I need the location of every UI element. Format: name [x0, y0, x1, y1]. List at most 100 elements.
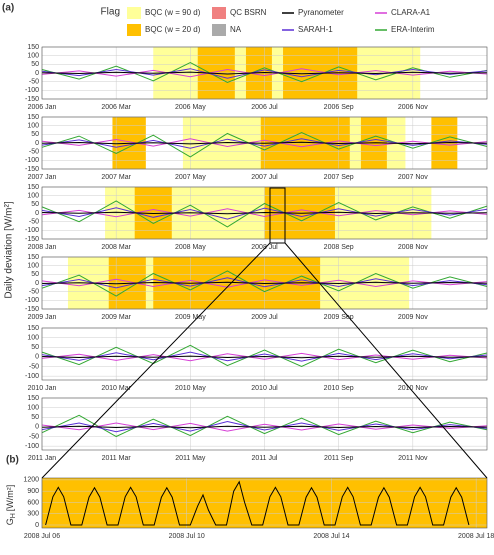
series-line: [41, 207, 488, 220]
x-tick-label: 2010 Nov: [398, 385, 428, 392]
y-tick-label: -50: [29, 219, 39, 226]
zoom-line: [41, 242, 271, 479]
y-tick-label: 50: [31, 131, 39, 138]
y-tick-label: 1200: [23, 477, 39, 484]
y-tick-label: -100: [25, 373, 39, 380]
y-tick-label: 150: [27, 184, 39, 191]
y-tick-label: -150: [25, 236, 39, 243]
x-tick-label: 2008 Jul: [251, 244, 278, 251]
x-tick-label: 2011 May: [175, 455, 206, 462]
legend-label: ERA-Interim: [391, 25, 435, 34]
legend-label: CLARA-A1: [391, 8, 431, 17]
series-line: [45, 480, 470, 526]
panel-frame: [41, 327, 488, 381]
y-tick-label: 0: [35, 140, 39, 147]
x-tick-label: 2008 Sep: [324, 244, 354, 251]
series-line: [41, 68, 488, 78]
x-tick-label: 2011 Jan: [28, 455, 56, 462]
series-line: [41, 422, 488, 432]
panel-frame: [41, 477, 488, 529]
y-tick-label: 600: [27, 499, 39, 506]
series-line: [41, 71, 488, 75]
x-tick-label: 2008 Jul 06: [24, 533, 60, 540]
series-line: [41, 141, 488, 145]
y-tick-label: 150: [27, 325, 39, 332]
y-tick-label: -50: [29, 149, 39, 156]
series-line: [41, 138, 488, 148]
y-tick-label: 100: [27, 123, 39, 130]
y-tick-label: 150: [27, 254, 39, 261]
zoom-box: [269, 187, 286, 244]
x-tick-label: 2008 Nov: [398, 244, 428, 251]
x-tick-label: 2010 Jan: [28, 385, 57, 392]
series-line: [41, 211, 488, 215]
y-tick-label: 0: [35, 280, 39, 287]
series-line: [41, 344, 488, 368]
x-tick-label: 2007 Mar: [101, 174, 131, 181]
x-tick-label: 2011 Jul: [252, 455, 278, 462]
x-tick-label: 2009 Sep: [324, 314, 354, 321]
x-tick-label: 2010 Sep: [324, 385, 354, 392]
x-tick-label: 2008 May: [175, 244, 206, 251]
y-tick-label: 100: [27, 53, 39, 60]
series-line: [41, 414, 488, 438]
legend-swatch: [127, 24, 141, 36]
series-line: [41, 270, 488, 297]
y-tick-label: -150: [25, 166, 39, 173]
legend-label: BQC (w = 20 d): [145, 25, 201, 34]
panel-frame: [41, 46, 488, 100]
x-tick-label: 2011 Mar: [102, 455, 132, 462]
y-tick-label: -150: [25, 96, 39, 103]
series-line: [41, 351, 488, 362]
legend-label: SARAH-1: [298, 25, 333, 34]
x-tick-label: 2011 Sep: [324, 455, 354, 462]
series-line: [41, 138, 488, 149]
y-tick-label: 50: [31, 201, 39, 208]
legend-swatch: [212, 7, 226, 19]
legend-swatch: [212, 24, 226, 36]
y-tick-label: 0: [35, 210, 39, 217]
y-tick-label: -100: [25, 443, 39, 450]
y-tick-label: -50: [29, 363, 39, 370]
y-tick-label: -150: [25, 306, 39, 313]
panel-label: (b): [6, 455, 19, 466]
x-tick-label: 2006 Mar: [101, 104, 131, 111]
x-tick-label: 2010 May: [175, 385, 206, 392]
y-tick-label: -100: [25, 297, 39, 304]
x-tick-label: 2006 Jul: [251, 104, 278, 111]
x-tick-label: 2008 Jan: [28, 244, 57, 251]
y-tick-label: -50: [29, 433, 39, 440]
x-tick-label: 2007 Sep: [324, 174, 354, 181]
legend-swatch: [127, 7, 141, 19]
x-tick-label: 2009 Mar: [101, 314, 131, 321]
series-line: [41, 132, 488, 158]
series-line: [41, 200, 488, 228]
legend-label: BQC (w = 90 d): [145, 8, 201, 17]
legend-title: Flag: [101, 7, 120, 18]
x-tick-label: 2011 Nov: [398, 455, 428, 462]
x-tick-label: 2010 Jul: [251, 385, 278, 392]
y-tick-label: 150: [27, 114, 39, 121]
panel-frame: [41, 116, 488, 170]
legend-label: Pyranometer: [298, 8, 344, 17]
y-tick-label: 50: [31, 344, 39, 351]
series-line: [41, 208, 488, 218]
x-tick-label: 2008 Jul 14: [313, 533, 349, 540]
x-tick-label: 2009 Nov: [398, 314, 428, 321]
series-line: [41, 352, 488, 362]
zoom-line: [284, 242, 488, 479]
series-line: [41, 62, 488, 84]
series-line: [41, 281, 488, 285]
legend-label: QC BSRN: [230, 8, 267, 17]
y-tick-label: 100: [27, 193, 39, 200]
series-line: [41, 355, 488, 359]
y-tick-label: -100: [25, 87, 39, 94]
x-tick-label: 2008 Jul 18: [458, 533, 494, 540]
y-axis-title-sub: H: [10, 513, 17, 518]
y-tick-label: -50: [29, 289, 39, 296]
y-tick-label: 100: [27, 334, 39, 341]
panel-frame: [41, 397, 488, 451]
y-tick-label: 100: [27, 263, 39, 270]
panel-frame: [41, 186, 488, 240]
